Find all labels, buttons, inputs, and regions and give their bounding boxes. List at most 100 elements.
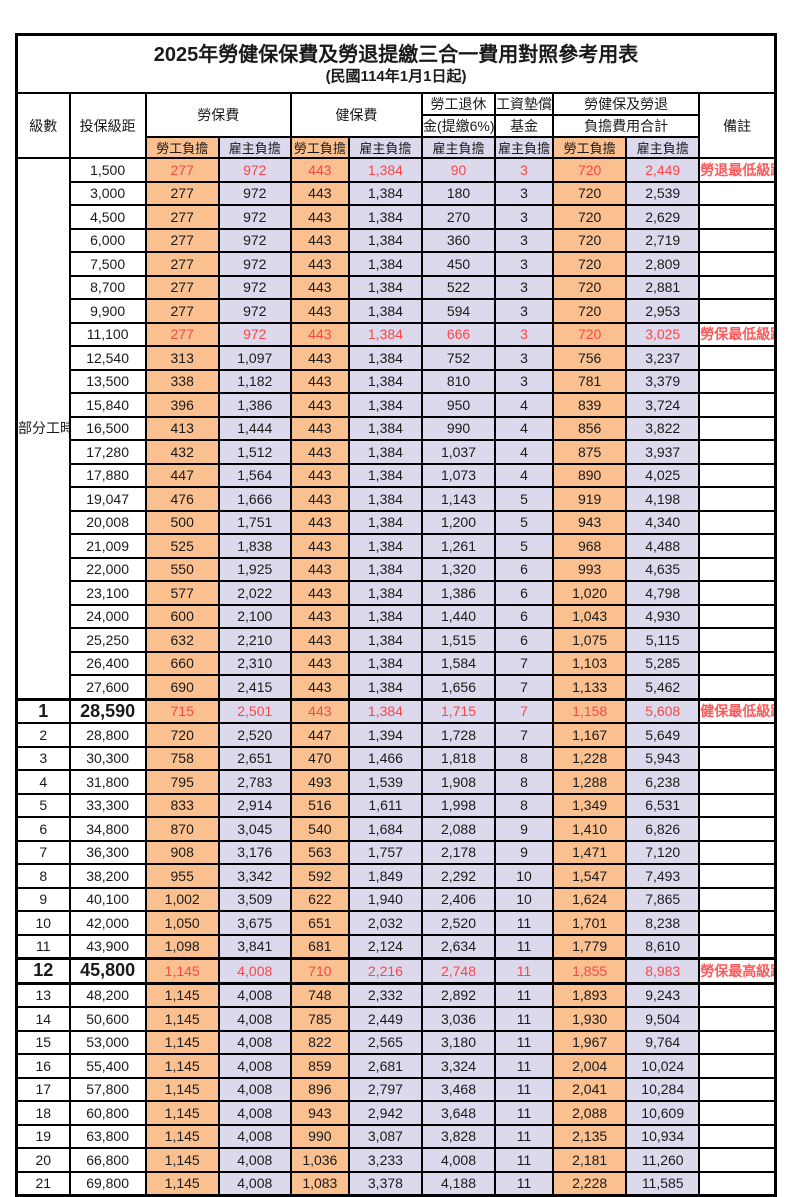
table-row: 8,700 277 972 443 1,384 522 3 720 2,881 [17,274,777,300]
pension-employer-cell: 2,088 [420,816,497,842]
header-total-line2: 負擔費用合計 [552,114,701,138]
table-row: 20 66,800 1,145 4,008 1,036 3,233 4,008 11 2,181… [15,1147,777,1173]
health-employee-cell: 748 [289,982,350,1008]
health-employee-cell: 443 [289,556,350,582]
remark-cell [698,1170,777,1197]
table-row: 8 38,200 955 3,342 592 1,849 2,292 10 1,547 7,493 [15,863,777,889]
level-cell: 10 [15,910,71,936]
labor-employer-cell: 4,008 [217,1076,292,1102]
bracket-cell: 66,800 [68,1147,147,1173]
health-employee-cell: 785 [289,1006,350,1032]
page-title: 2025年勞健保保費及勞退提繳三合一費用對照參考用表 [153,44,639,67]
table-row: 5 33,300 833 2,914 516 1,611 1,998 8 1,349 6,531 [15,792,777,818]
bracket-cell: 21,009 [68,533,147,559]
total-employer-cell: 3,025 [625,321,701,347]
level-cell: 3 [15,745,71,771]
pension-employer-cell: 666 [420,321,497,347]
total-employee-cell: 2,088 [552,1100,628,1126]
health-employer-cell: 1,384 [347,345,423,371]
labor-employee-cell: 1,145 [144,982,220,1008]
wage-fund-employer-cell: 4 [494,462,555,488]
total-employer-cell: 11,585 [625,1170,701,1197]
part-time-group-label: 部分工時 [15,157,71,700]
wage-fund-employer-cell: 11 [494,910,555,936]
labor-employee-cell: 338 [144,368,220,394]
wage-fund-employer-cell: 11 [494,1076,555,1102]
wage-fund-employer-cell: 11 [494,1123,555,1149]
bracket-cell: 27,600 [68,674,147,700]
remark-cell [698,180,777,206]
bracket-cell: 19,047 [68,486,147,512]
table-row: 9 40,100 1,002 3,509 622 1,940 2,406 10 1,624 7,8… [15,886,777,912]
level-cell: 19 [15,1123,71,1149]
health-employee-cell: 443 [289,533,350,559]
table-row: 7,500 277 972 443 1,384 450 3 720 2,809 [17,251,777,277]
health-employer-cell: 1,684 [347,816,423,842]
bracket-cell: 33,300 [68,792,147,818]
health-employer-cell: 1,384 [347,462,423,488]
labor-employee-cell: 313 [144,345,220,371]
header-wage-fund-line1: 工資墊償 [494,92,555,116]
total-employer-cell: 2,881 [625,274,701,300]
total-employer-cell: 10,609 [625,1100,701,1126]
health-employer-cell: 2,332 [347,982,423,1008]
level-cell: 2 [15,722,71,748]
bracket-cell: 53,000 [68,1029,147,1055]
pension-employer-cell: 2,406 [420,886,497,912]
header-labor-insurance: 勞保費 [144,92,292,138]
total-employer-cell: 8,983 [625,957,701,985]
bracket-cell: 15,840 [68,392,147,418]
total-employer-cell: 8,238 [625,910,701,936]
bracket-cell: 23,100 [68,580,147,606]
table-row: 18 60,800 1,145 4,008 943 2,942 3,648 11 2,088 10… [15,1100,777,1126]
labor-employer-cell: 4,008 [217,1170,292,1197]
total-employer-cell: 8,610 [625,933,701,960]
pension-employer-cell: 1,728 [420,722,497,748]
health-employer-cell: 1,384 [347,368,423,394]
labor-employee-cell: 1,145 [144,1053,220,1079]
bracket-cell: 11,100 [68,321,147,347]
total-employer-cell: 9,504 [625,1006,701,1032]
labor-employer-cell: 2,501 [217,697,292,724]
total-employee-cell: 839 [552,392,628,418]
total-employee-cell: 720 [552,204,628,230]
total-employee-cell: 856 [552,415,628,441]
pension-employer-cell: 3,180 [420,1029,497,1055]
wage-fund-employer-cell: 7 [494,674,555,700]
total-employee-cell: 2,135 [552,1123,628,1149]
health-employee-cell: 516 [289,792,350,818]
total-employer-cell: 2,629 [625,204,701,230]
table-row: 9,900 277 972 443 1,384 594 3 720 2,953 [17,298,777,324]
level-cell: 6 [15,816,71,842]
health-employee-cell: 443 [289,439,350,465]
remark-cell [698,204,777,230]
pension-employer-cell: 522 [420,274,497,300]
level-cell: 8 [15,863,71,889]
labor-employer-cell: 4,008 [217,1147,292,1173]
health-employer-cell: 1,384 [347,509,423,535]
remark-cell [698,627,777,653]
bracket-cell: 40,100 [68,886,147,912]
bracket-cell: 20,008 [68,509,147,535]
total-employer-cell: 5,115 [625,627,701,653]
page-subtitle: (民國114年1月1日起) [325,68,467,86]
remark-cell [698,368,777,394]
pension-employer-cell: 1,440 [420,603,497,629]
total-employee-cell: 1,930 [552,1006,628,1032]
labor-employee-cell: 277 [144,321,220,347]
labor-employer-cell: 4,008 [217,1029,292,1055]
labor-employee-cell: 1,145 [144,1006,220,1032]
labor-employer-cell: 1,751 [217,509,292,535]
health-employee-cell: 443 [289,509,350,535]
table-row: 27,600 690 2,415 443 1,384 1,656 7 1,133 5,462 [17,674,777,700]
total-employee-cell: 1,855 [552,957,628,985]
labor-employee-cell: 1,050 [144,910,220,936]
labor-employee-cell: 525 [144,533,220,559]
health-employer-cell: 1,384 [347,556,423,582]
labor-employee-cell: 1,145 [144,957,220,985]
wage-fund-employer-cell: 11 [494,1147,555,1173]
bracket-cell: 28,590 [68,697,147,724]
bracket-cell: 17,280 [68,439,147,465]
remark-cell [698,816,777,842]
total-employer-cell: 6,238 [625,769,701,795]
